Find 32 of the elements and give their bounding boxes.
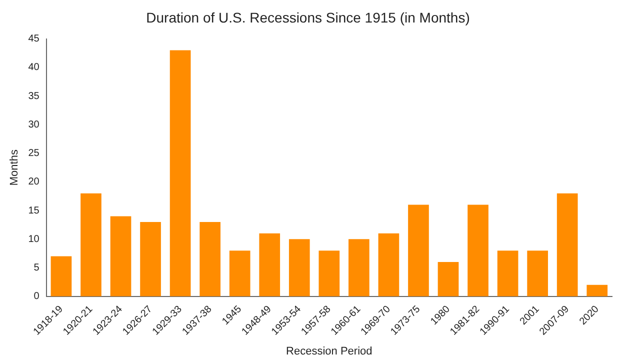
y-tick-label: 40 xyxy=(28,62,40,74)
bar xyxy=(527,250,548,296)
y-tick-label: 0 xyxy=(34,291,40,302)
y-axis-title: Months xyxy=(8,149,21,186)
bar xyxy=(318,250,340,296)
bar xyxy=(468,204,488,296)
bar xyxy=(497,250,518,296)
bar xyxy=(586,284,608,296)
chart-title: Duration of U.S. Recessions Since 1915 (in Months) xyxy=(146,9,470,26)
y-tick-label: 20 xyxy=(28,176,40,188)
bar xyxy=(378,233,400,296)
y-tick-label: 25 xyxy=(28,148,40,160)
bar xyxy=(140,222,161,296)
bar xyxy=(408,204,429,296)
y-tick-label: 45 xyxy=(28,34,40,45)
bar xyxy=(259,233,280,296)
y-tick-label: 5 xyxy=(34,262,40,274)
bar xyxy=(110,216,132,296)
y-tick-label: 10 xyxy=(28,234,40,245)
bar xyxy=(80,193,102,296)
x-axis-title: Recession Period xyxy=(286,345,372,358)
bar xyxy=(200,222,220,296)
bar xyxy=(288,239,310,296)
bar xyxy=(556,193,578,296)
y-tick-label: 15 xyxy=(28,205,40,216)
bar xyxy=(348,239,370,296)
bar xyxy=(229,250,250,296)
bar xyxy=(438,262,459,296)
bar xyxy=(50,256,72,296)
y-tick-label: 30 xyxy=(28,119,40,130)
bar xyxy=(170,50,191,296)
y-tick-label: 35 xyxy=(28,90,40,102)
